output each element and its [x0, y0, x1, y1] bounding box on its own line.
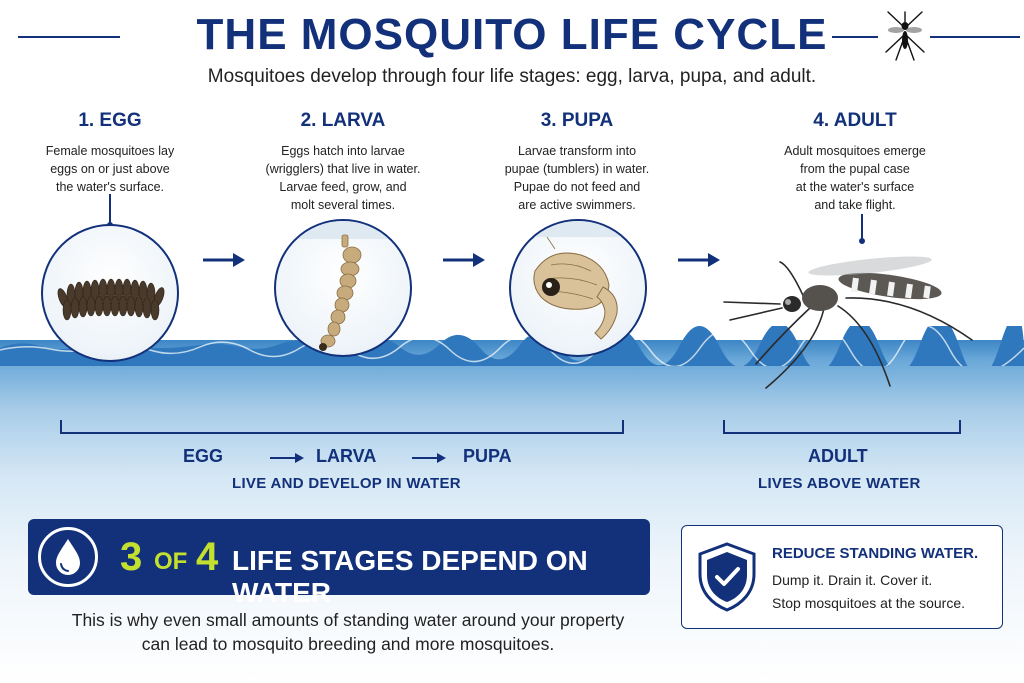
title-row: THE MOSQUITO LIFE CYCLE [0, 6, 1024, 64]
banner-of: OF [154, 548, 188, 575]
pupa-image [509, 219, 647, 357]
desc-line: and take flight. [814, 198, 896, 212]
title-rule-left [18, 36, 120, 38]
shield-check-icon [698, 542, 756, 612]
stage-description: Female mosquitoes lay eggs on or just ab… [0, 142, 220, 196]
adult-pointer [861, 214, 863, 242]
desc-line: molt several times. [290, 198, 396, 212]
stage-adult: 4. ADULT Adult mosquitoes emerge from th… [745, 110, 965, 214]
arrow-right-icon [412, 453, 446, 463]
desc-line: Pupae do not feed and [513, 180, 641, 194]
reduce-water-tip: REDUCE STANDING WATER. Dump it. Drain it… [681, 525, 1003, 629]
adult-mosquito-illustration [723, 256, 973, 389]
stage-title: 4. ADULT [813, 110, 897, 131]
stage-description: Adult mosquitoes emerge from the pupal c… [745, 142, 965, 214]
banner-number-a: 3 [120, 535, 143, 579]
desc-line: Larvae transform into [517, 144, 637, 158]
arrow-right-icon [443, 253, 485, 267]
arrow-right-icon [203, 253, 245, 267]
water-stages-banner: 3 OF 4 LIFE STAGES DEPEND ON WATER [28, 519, 650, 608]
desc-line: the water's surface. [56, 180, 164, 194]
water-caption: LIVE AND DEVELOP IN WATER [232, 475, 461, 492]
note-line: This is why even small amounts of standi… [71, 610, 625, 630]
page-title: THE MOSQUITO LIFE CYCLE [196, 10, 828, 59]
desc-line: Female mosquitoes lay [45, 144, 175, 158]
flow-pupa: PUPA [463, 446, 512, 466]
stage-title: 3. PUPA [540, 110, 614, 131]
desc-line: Eggs hatch into larvae [281, 144, 405, 158]
desc-line: Larvae feed, grow, and [279, 180, 407, 194]
desc-line: Adult mosquitoes emerge [784, 144, 926, 158]
page-subtitle: Mosquitoes develop through four life sta… [207, 66, 817, 87]
banner-number-b: 4 [196, 535, 219, 579]
larva-image [274, 219, 412, 357]
tip-line-1: Dump it. Drain it. Cover it. [772, 572, 933, 588]
flow-adult: ADULT [808, 446, 868, 466]
stage-description: Larvae transform into pupae (tumblers) i… [467, 142, 687, 214]
arrow-right-icon [270, 453, 304, 463]
stage-title: 1. EGG [78, 110, 142, 131]
mosquito-icon [885, 11, 925, 61]
water-drop-badge [38, 527, 98, 587]
stage-egg: 1. EGG Female mosquitoes lay eggs on or … [0, 110, 220, 196]
flow-larva: LARVA [316, 446, 377, 466]
egg-pointer [109, 194, 111, 224]
tip-line-2: Stop mosquitoes at the source. [772, 595, 965, 611]
desc-line: eggs on or just above [50, 162, 170, 176]
stage-larva: 2. LARVA Eggs hatch into larvae (wriggle… [233, 110, 453, 214]
egg-image [41, 224, 179, 362]
adult-stage-bracket [723, 420, 961, 434]
title-rule-right [832, 36, 878, 38]
arrow-right-icon [678, 253, 720, 267]
note-line: can lead to mosquito breeding and more m… [141, 634, 555, 654]
tip-title: REDUCE STANDING WATER. [772, 545, 979, 562]
adult-caption: LIVES ABOVE WATER [758, 475, 921, 492]
larva-illustration [276, 221, 410, 351]
desc-line: at the water's surface [795, 180, 915, 194]
egg-raft-illustration [57, 278, 165, 321]
title-rule-right-end [930, 36, 1020, 38]
pupa-illustration [511, 221, 645, 340]
water-drop-icon [56, 539, 80, 575]
stage-description: Eggs hatch into larvae (wrigglers) that … [233, 142, 453, 214]
desc-line: from the pupal case [800, 162, 910, 176]
adult-pointer-dot [859, 238, 865, 244]
banner-text: LIFE STAGES DEPEND ON WATER [232, 545, 588, 608]
desc-line: pupae (tumblers) in water. [504, 162, 650, 176]
desc-line: are active swimmers. [518, 198, 636, 212]
stage-title: 2. LARVA [300, 110, 386, 131]
desc-line: (wrigglers) that live in water. [265, 162, 421, 176]
bottom-note: This is why even small amounts of standi… [28, 608, 668, 656]
stage-pupa: 3. PUPA Larvae transform into pupae (tum… [467, 110, 687, 214]
water-stages-bracket [60, 420, 624, 434]
flow-egg: EGG [183, 446, 224, 466]
